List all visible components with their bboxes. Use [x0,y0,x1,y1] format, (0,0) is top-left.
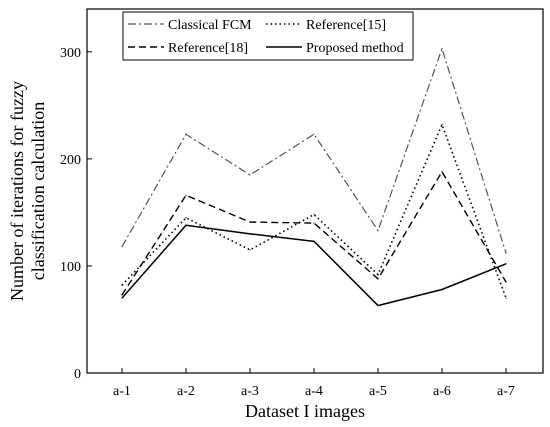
data-point-proposed-method [121,297,123,299]
legend-label-proposed-method: Proposed method [306,41,404,56]
data-point-reference-18 [185,194,187,196]
x-tick-label: a-3 [241,384,259,399]
data-point-proposed-method [377,304,379,307]
data-point-reference-15 [313,213,315,216]
data-point-proposed-method [249,233,251,235]
data-point-classical-fcm [121,246,123,248]
data-point-reference-15 [441,124,443,126]
data-point-reference-18 [505,281,507,283]
series-line-reference-15 [121,123,507,299]
y-axis-title-line-1: Number of iterations for fuzzy [7,81,27,301]
y-tick-label: 200 [60,153,81,168]
data-point-classical-fcm [505,252,507,254]
data-point-reference-18 [313,222,315,224]
x-axis-title: Dataset I images [245,401,365,421]
y-tick-label: 300 [60,46,81,61]
x-tick-label: a-6 [433,384,451,399]
data-point-reference-15 [505,297,507,299]
x-tick-label: a-5 [369,384,387,399]
data-point-reference-15 [121,284,123,286]
data-point-reference-18 [121,294,123,296]
data-point-reference-15 [249,249,251,251]
data-point-reference-18 [377,278,379,280]
series-line-proposed-method [121,224,507,307]
data-point-proposed-method [441,288,443,291]
x-axis: a-1 a-2 a-3 a-4 a-5 a-6 a-7 [113,368,515,399]
legend: Classical FCM Reference[15] Reference[18… [122,11,414,61]
x-tick-label: a-2 [177,384,195,399]
legend-label-classical-fcm: Classical FCM [168,18,252,33]
data-point-reference-15 [377,273,379,276]
data-point-classical-fcm [313,133,315,135]
data-point-reference-18 [249,221,251,223]
data-point-classical-fcm [377,230,379,232]
data-point-classical-fcm [185,133,187,135]
legend-label-reference-18: Reference[18] [168,41,248,56]
x-tick-label: a-1 [113,384,131,399]
data-point-classical-fcm [249,174,251,176]
y-axis: 0 100 200 300 [60,46,92,382]
x-tick-label: a-4 [305,384,323,399]
legend-box [122,11,414,61]
series-layer [121,48,507,307]
data-point-proposed-method [505,263,507,265]
y-axis-title-line-2: classification calculation [28,102,48,280]
data-point-reference-15 [185,217,187,219]
data-point-proposed-method [313,240,315,242]
y-axis-title: Number of iterations for fuzzy classific… [7,81,48,301]
data-point-classical-fcm [441,48,443,50]
data-point-reference-18 [441,171,443,173]
legend-label-reference-15: Reference[15] [306,18,386,33]
plot-border [86,8,544,374]
x-tick-label: a-7 [497,384,515,399]
data-point-proposed-method [185,224,187,226]
y-tick-label: 0 [74,367,81,382]
series-line-classical-fcm [121,48,507,254]
y-tick-label: 100 [60,260,81,275]
plot-frame [86,8,544,374]
